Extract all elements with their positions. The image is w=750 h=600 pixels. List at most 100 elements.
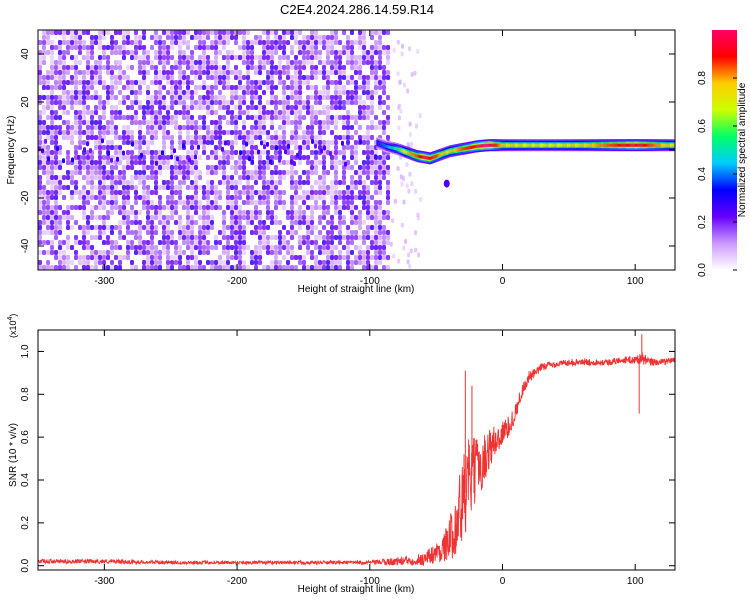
spectrogram-noise-cell — [254, 215, 258, 220]
spectrogram-noise-cell — [346, 60, 350, 65]
spectrogram-noise-cell — [154, 260, 158, 265]
spectrogram-trace-cell — [659, 143, 662, 147]
spectrogram-trace-cell — [456, 148, 458, 152]
spectrogram-noise-cell — [106, 170, 110, 175]
spectrogram-noise-cell — [282, 245, 286, 250]
spectrogram-noise-cell — [262, 240, 266, 245]
spectrogram-noise-cell — [58, 95, 62, 100]
spectrogram-noise-cell — [366, 210, 370, 215]
spectrogram-noise-cell — [94, 125, 98, 130]
spectrogram-noise-cell — [306, 180, 310, 185]
spectrogram-noise-cell — [362, 80, 366, 85]
spectrogram-noise-cell — [178, 90, 182, 95]
spectrogram-noise-cell — [54, 185, 58, 190]
spectrogram-noise-cell — [226, 240, 230, 245]
spectrogram-noise-cell — [158, 210, 162, 215]
spectrogram-noise-cell — [150, 65, 154, 70]
spectrogram-trace-cell — [637, 143, 639, 147]
spectrogram-noise-cell — [174, 35, 178, 40]
spectrogram-noise-cell — [118, 175, 122, 180]
spectrogram-noise-cell — [378, 175, 382, 180]
spectrogram-noise-cell — [206, 135, 210, 140]
spectrogram-trace-cell — [588, 143, 591, 147]
spectrogram-noise-cell — [66, 170, 70, 175]
spectrogram-noise-cell — [42, 250, 46, 255]
spectrogram-noise-cell — [314, 160, 318, 165]
spectrogram-trace-cell — [395, 147, 397, 151]
spectrogram-y-tick-label: 40 — [20, 48, 31, 60]
spectrogram-noise-cell — [210, 185, 214, 190]
spectrogram-noise-cell — [90, 180, 94, 185]
spectrogram-trace-cell — [472, 145, 474, 149]
spectrogram-noise-cell — [354, 180, 358, 185]
spectrogram-noise-cell — [66, 160, 70, 165]
spectrogram-noise-cell — [110, 200, 114, 205]
spectrogram-noise-cell — [38, 165, 42, 170]
spectrogram-blob — [443, 179, 450, 188]
spectrogram-noise-cell — [138, 65, 142, 70]
spectrogram-noise-cell — [78, 40, 82, 45]
spectrogram-noise-cell — [86, 125, 90, 130]
spectrogram-noise-cell — [182, 225, 186, 230]
spectrogram-noise-cell — [170, 205, 174, 210]
spectrogram-noise-cell — [230, 210, 234, 215]
spectrogram-noise-cell — [298, 220, 302, 225]
spectrogram-noise-cell — [382, 165, 386, 170]
spectrogram-noise-cell — [86, 105, 90, 110]
spectrogram-noise-cell — [226, 40, 230, 45]
spectrogram-noise-cell — [134, 110, 138, 115]
spectrogram-trace-cell — [598, 143, 600, 147]
spectrogram-noise-cell — [118, 50, 122, 55]
spectrogram-noise-cell — [314, 65, 318, 70]
spectrogram-noise-cell — [274, 30, 278, 35]
spectrogram-noise-cell — [86, 130, 90, 135]
spectrogram-noise-cell — [382, 45, 386, 50]
spectrogram-noise-cell — [234, 120, 238, 125]
spectrogram-noise-cell — [370, 145, 374, 150]
spectrogram-noise-cell — [214, 40, 218, 45]
spectrogram-noise-cell — [262, 175, 266, 180]
snr-x-tick-label: -200 — [227, 576, 247, 587]
spectrogram-trace-cell — [610, 143, 612, 147]
spectrogram-noise-cell — [374, 60, 378, 65]
spectrogram-noise-cell — [330, 115, 334, 120]
spectrogram-noise-cell — [202, 105, 206, 110]
spectrogram-noise-cell — [282, 130, 286, 135]
spectrogram-noise-cell — [178, 85, 182, 90]
spectrogram-noise-cell — [142, 180, 146, 185]
spectrogram-noise-cell — [146, 220, 150, 225]
spectrogram-noise-cell — [170, 65, 174, 70]
spectrogram-noise-cell — [386, 70, 390, 75]
spectrogram-noise-cell — [294, 195, 298, 200]
colorbar-ticks: 0.00.20.40.60.8 — [697, 71, 737, 277]
spectrogram-noise-cell — [358, 85, 362, 90]
spectrogram-noise-cell — [310, 265, 314, 270]
spectrogram-noise-cell — [254, 260, 258, 265]
spectrogram-noise-cell — [154, 150, 158, 155]
spectrogram-noise-cell — [110, 65, 114, 70]
spectrogram-noise-cell — [158, 185, 162, 190]
spectrogram-trace-cell — [606, 143, 609, 147]
spectrogram-noise-cell — [362, 260, 366, 265]
spectrogram-noise-cell — [234, 255, 238, 260]
spectrogram-noise-cell — [190, 35, 194, 40]
spectrogram-noise-cell — [246, 130, 250, 135]
spectrogram-noise-cell — [266, 70, 270, 75]
spectrogram-noise-cell — [294, 135, 298, 140]
spectrogram-noise-cell — [282, 90, 286, 95]
spectrogram-noise-cell — [110, 140, 114, 145]
spectrogram-noise-cell — [274, 105, 278, 110]
spectrogram-noise-cell — [182, 60, 186, 65]
spectrogram-noise-cell — [86, 245, 90, 250]
spectrogram-noise-cell — [150, 220, 154, 225]
spectrogram-noise-cell — [270, 245, 274, 250]
spectrogram-noise-cell — [314, 190, 318, 195]
spectrogram-noise-cell — [270, 235, 274, 240]
spectrogram-noise-cell — [230, 55, 234, 60]
spectrogram-noise-cell — [118, 150, 122, 155]
spectrogram-noise-cell — [242, 260, 246, 265]
spectrogram-noise-cell — [130, 165, 134, 170]
spectrogram-noise-cell — [54, 150, 58, 155]
spectrogram-noise-cell — [182, 115, 186, 120]
spectrogram-noise-cell — [302, 220, 306, 225]
